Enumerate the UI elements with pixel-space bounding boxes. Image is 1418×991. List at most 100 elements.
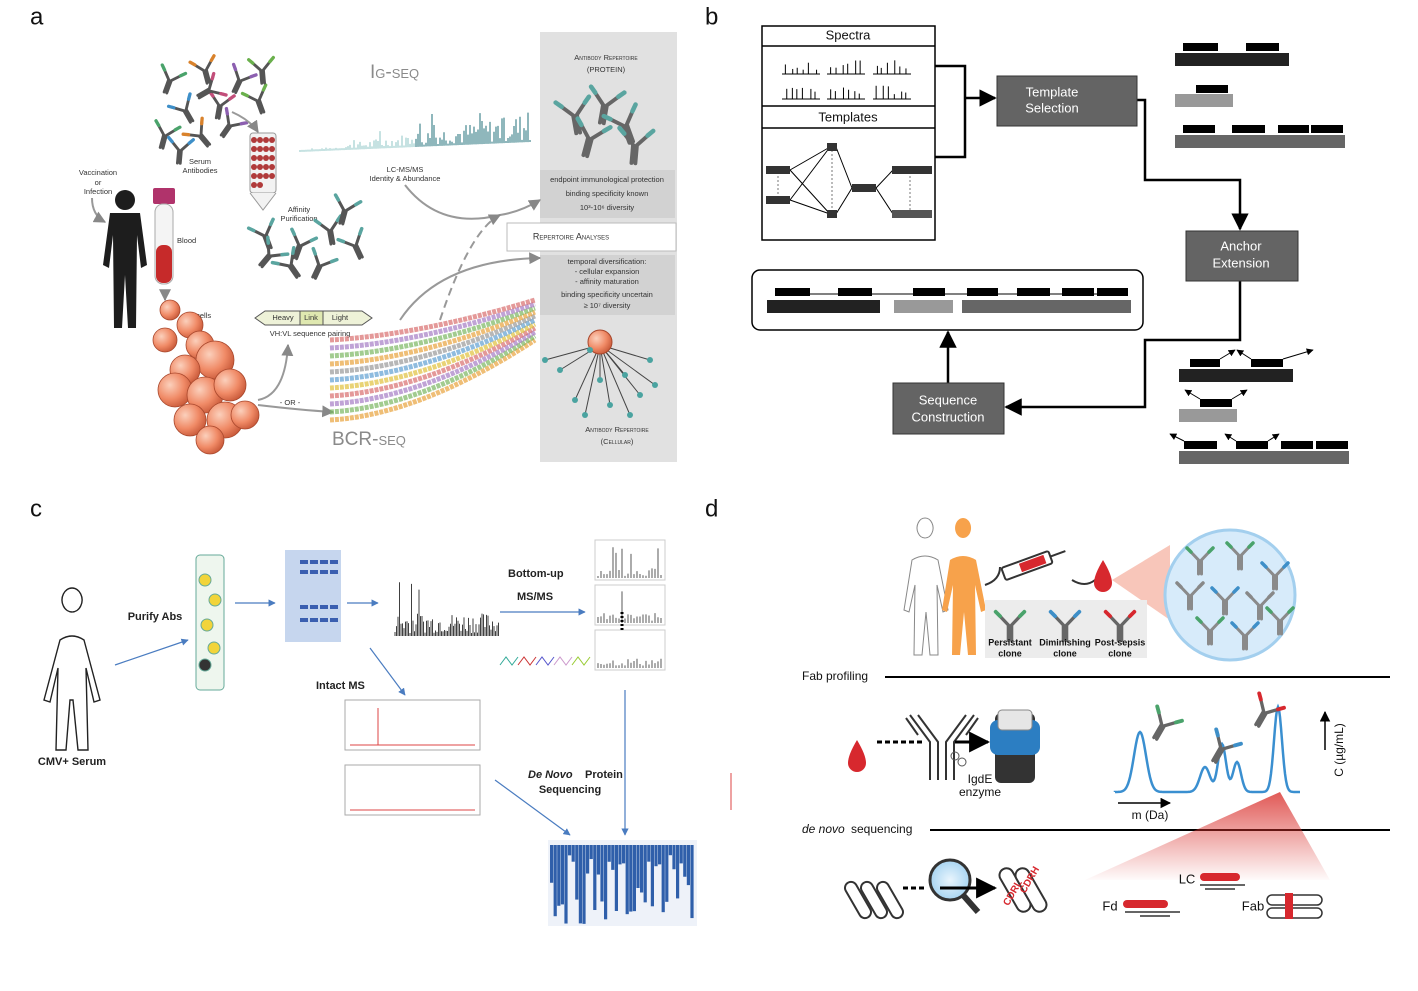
antibody-icon [208, 89, 236, 120]
panel-a-g-path [103, 213, 147, 328]
antibody-tip [601, 102, 638, 122]
sequence-bar [1179, 409, 1237, 422]
panel-a-text: Infection [84, 187, 112, 196]
antibody-body [1177, 583, 1203, 611]
tree-edge [599, 344, 656, 386]
coverage-column [686, 845, 690, 886]
tree-node [637, 392, 643, 398]
gel-band [300, 560, 308, 564]
extension-arrow [1231, 389, 1248, 400]
panel-a-path [91, 197, 107, 223]
panel-a-text: endpoint immunological protection [550, 175, 664, 184]
panel-a-g [152, 299, 260, 455]
extension-arrow [1184, 389, 1201, 400]
column-bead [198, 658, 212, 672]
plot-frame [344, 764, 481, 816]
gel-band [320, 618, 328, 622]
antibody-body [1262, 563, 1288, 591]
panel-d-rect [997, 709, 1033, 731]
panel-d-text: clone [1053, 648, 1077, 658]
antibody-body [155, 121, 179, 150]
sequence-bar [913, 288, 945, 296]
sequence-bar [1232, 125, 1265, 133]
panel-a-text: - cellular expansion [575, 267, 640, 276]
panel-b-g [767, 43, 1349, 464]
panel-d-text: de novo [802, 822, 845, 836]
antibody-icon [290, 227, 319, 261]
panel-d-g-rect [860, 880, 888, 920]
sequence-bar [1175, 94, 1233, 107]
antibody-tip [210, 71, 228, 97]
panel-a-text: VH:VL sequence pairing [270, 329, 351, 338]
antibody-body [1197, 618, 1223, 646]
antibody-icon [553, 94, 592, 136]
panel-a-path [257, 404, 335, 418]
antibody-icon [993, 609, 1027, 643]
gel-band [320, 570, 328, 574]
antibody-tip [290, 227, 319, 243]
panel-b-g-rect [852, 184, 876, 192]
b-cell [173, 403, 207, 437]
antibody-body [162, 66, 185, 95]
antibody-tip [160, 63, 188, 78]
panel-a-text: - affinity maturation [575, 277, 639, 286]
antibody-tip [240, 83, 268, 98]
panel-d-rect [1123, 900, 1168, 908]
panel-b-g-rect [827, 210, 837, 218]
coverage-column [629, 845, 633, 912]
sequence-strip [329, 301, 536, 351]
column-bead [198, 573, 212, 587]
sequence-strip [329, 329, 537, 407]
panel-b-g-rect [827, 143, 837, 151]
antibody-icon [219, 106, 249, 139]
antibody-tip [1210, 586, 1240, 594]
antibody-tip [270, 245, 296, 266]
bead [257, 137, 263, 143]
bead [251, 173, 257, 179]
coverage-column [643, 845, 647, 903]
sequence-bar [1316, 441, 1348, 449]
panel-c: c CMV+ Serum Purify Abs Bottom-up MS/MS … [30, 495, 732, 926]
antibody-tip [1225, 541, 1255, 549]
panel-b-text: Template [1026, 84, 1079, 99]
gel-band [300, 605, 308, 609]
coverage-column [611, 845, 615, 870]
antibody-icon [1103, 609, 1137, 643]
coverage-column [575, 845, 579, 900]
antibody-tip [1155, 704, 1184, 725]
tree-node [542, 357, 548, 363]
coverage-column [679, 845, 683, 864]
gel-band [310, 618, 318, 622]
antibody-body [619, 128, 653, 166]
panel-a-g [299, 112, 531, 152]
sequence-bar [1236, 441, 1268, 449]
antibody-body [249, 58, 274, 85]
coverage-column [589, 845, 593, 860]
coverage-column [658, 845, 662, 865]
bead [251, 155, 257, 161]
panel-d-text: clone [998, 648, 1022, 658]
coverage-column [640, 845, 644, 893]
bead [263, 173, 269, 179]
panel-d-rect [1200, 873, 1240, 881]
antibody-icon [1265, 606, 1295, 636]
panel-d: d Persistant clone Diminishing clone Pos… [705, 495, 1390, 920]
panel-c-g [344, 699, 732, 816]
panel-a-rect [299, 310, 324, 326]
coverage-column [661, 845, 665, 913]
panel-a-text: Light [332, 313, 349, 322]
panel-d-rect [1014, 867, 1048, 913]
panel-d-text: Fd [1102, 898, 1117, 913]
sequence-bar [1062, 288, 1094, 296]
bead [257, 146, 263, 152]
antibody-body [291, 230, 316, 261]
panel-a-text: binding specificity known [566, 189, 649, 198]
gel-band [310, 570, 318, 574]
antibody-tip [266, 235, 290, 257]
antibody-icon [1260, 561, 1290, 591]
panel-d-text: IgdE [968, 772, 993, 786]
panel-a-text: (Cellular) [601, 437, 634, 446]
tree-node [607, 402, 613, 408]
antibody-body [339, 229, 364, 260]
